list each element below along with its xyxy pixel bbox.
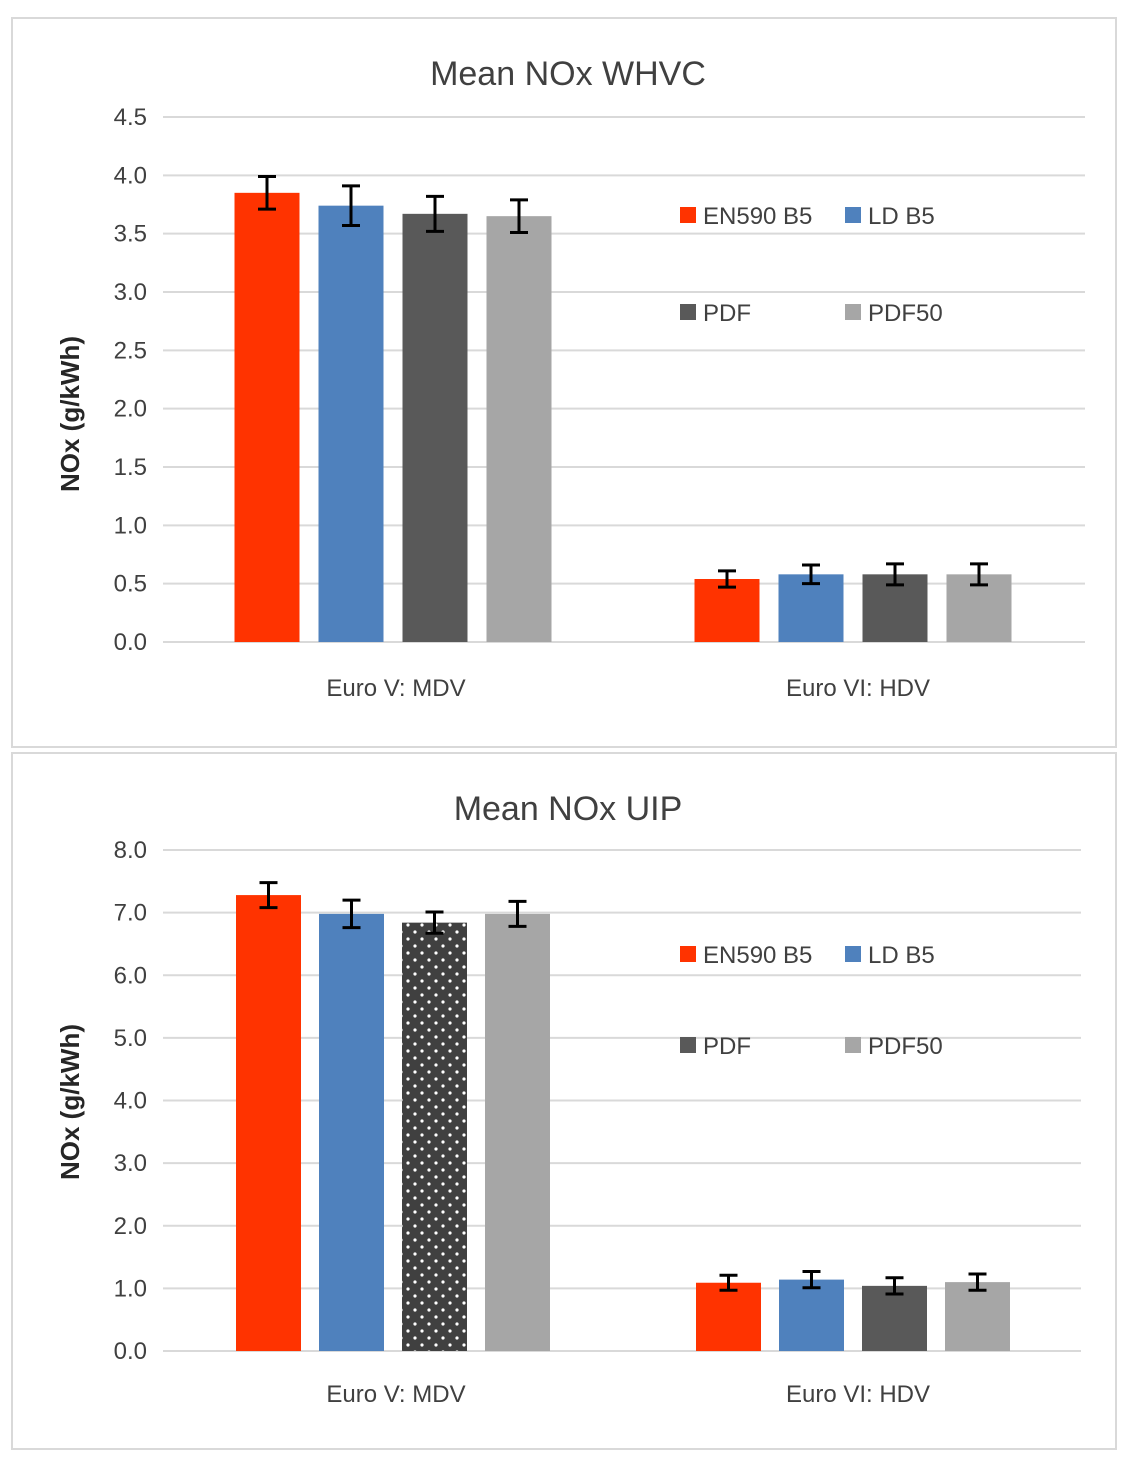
- error-bar: [802, 563, 820, 586]
- bar-ld-b5: [778, 574, 844, 642]
- y-tick-label: 0.0: [114, 629, 147, 656]
- legend-item-ld-b5: LD B5: [845, 203, 935, 230]
- error-bar: [426, 194, 444, 233]
- legend-swatch: [680, 946, 696, 962]
- error-bar: [510, 198, 528, 234]
- chart-whvc: Mean NOx WHVC 0.0 0.5 1.0 1.5 2.0 2.5 3.0 3.5 4.…: [55, 55, 1085, 702]
- y-tick-label: 8.0: [114, 837, 147, 864]
- bar-pdf: [402, 213, 468, 643]
- bar-en590-b5: [696, 1282, 761, 1351]
- chart-title: Mean NOx WHVC: [430, 55, 706, 93]
- legend-item-en590-b5: EN590 B5: [680, 203, 812, 230]
- legend-item-ld-b5: LD B5: [845, 942, 935, 969]
- legend-item-pdf: PDF: [680, 300, 751, 327]
- bar-pdf50: [485, 913, 550, 1351]
- y-tick-label: 0.5: [114, 571, 147, 598]
- category-label: Euro VI: HDV: [786, 1381, 930, 1408]
- bar-ld-b5: [318, 205, 384, 642]
- legend-item-en590-b5: EN590 B5: [680, 942, 812, 969]
- bar-pdf50: [486, 216, 552, 642]
- category-label: Euro VI: HDV: [786, 675, 930, 702]
- y-tick-label: 4.0: [114, 162, 147, 189]
- y-axis-label: NOx (g/kWh): [55, 1024, 85, 1180]
- error-bar: [342, 898, 361, 930]
- y-tick-label: 2.0: [114, 1213, 147, 1240]
- legend-label: PDF: [703, 1033, 751, 1060]
- y-tick-label: 3.0: [114, 279, 147, 306]
- error-bar: [258, 175, 276, 211]
- chart-panel-uip: Mean NOx UIP 0.0 1.0 2.0 3.0 4.0 5.0 6.0 7.0 8.0…: [11, 752, 1117, 1450]
- y-tick-label: 7.0: [114, 900, 147, 927]
- chart-panel-whvc: Mean NOx WHVC 0.0 0.5 1.0 1.5 2.0 2.5 3.0 3.5 4.…: [11, 17, 1117, 748]
- legend-label: PDF50: [868, 1033, 943, 1060]
- bar-en590-b5: [236, 895, 301, 1351]
- chart-uip: Mean NOx UIP 0.0 1.0 2.0 3.0 4.0 5.0 6.0 7.0 8.0…: [55, 790, 1081, 1408]
- legend-item-pdf50: PDF50: [845, 300, 943, 327]
- bar-en590-b5: [694, 579, 760, 642]
- error-bar: [970, 562, 988, 587]
- y-axis-label: NOx (g/kWh): [55, 336, 85, 492]
- legend-label: EN590 B5: [703, 942, 812, 969]
- bar-pdf: [402, 922, 467, 1351]
- legend-item-pdf50: PDF50: [845, 1033, 943, 1060]
- error-bar: [968, 1272, 987, 1292]
- error-bar: [259, 881, 278, 910]
- y-tick-label: 5.0: [114, 1025, 147, 1052]
- y-tick-label: 1.5: [114, 454, 147, 481]
- legend-label: PDF: [703, 300, 751, 327]
- legend-swatch: [680, 1037, 696, 1053]
- legend-item-pdf: PDF: [680, 1033, 751, 1060]
- legend-swatch: [680, 304, 696, 320]
- y-tick-label: 4.5: [114, 104, 147, 131]
- y-tick-label: 2.0: [114, 396, 147, 423]
- legend-label: LD B5: [868, 203, 935, 230]
- y-tick-label: 1.0: [114, 1275, 147, 1302]
- error-bar: [885, 1276, 904, 1296]
- chart-title: Mean NOx UIP: [454, 790, 683, 828]
- bar-en590-b5: [234, 192, 300, 643]
- bar-ld-b5: [779, 1279, 844, 1351]
- y-tick-label: 6.0: [114, 962, 147, 989]
- legend-label: LD B5: [868, 942, 935, 969]
- legend-label: PDF50: [868, 300, 943, 327]
- legend-swatch: [680, 207, 696, 223]
- legend-swatch: [845, 207, 861, 223]
- legend-swatch: [845, 1037, 861, 1053]
- error-bar: [719, 1273, 738, 1292]
- legend-swatch: [845, 946, 861, 962]
- category-label: Euro V: MDV: [326, 675, 465, 702]
- y-tick-label: 1.0: [114, 512, 147, 539]
- bar-pdf50: [945, 1282, 1010, 1351]
- category-label: Euro V: MDV: [326, 1381, 465, 1408]
- legend-label: EN590 B5: [703, 203, 812, 230]
- y-tick-label: 3.0: [114, 1150, 147, 1177]
- y-tick-label: 4.0: [114, 1088, 147, 1115]
- error-bar: [508, 899, 527, 928]
- error-bar: [718, 569, 736, 589]
- error-bar: [802, 1269, 821, 1290]
- error-bar: [886, 562, 904, 587]
- error-bar: [425, 910, 444, 935]
- error-bar: [342, 184, 360, 227]
- y-tick-label: 2.5: [114, 337, 147, 364]
- bar-pdf: [862, 1285, 927, 1351]
- y-tick-label: 0.0: [114, 1338, 147, 1365]
- y-tick-label: 3.5: [114, 221, 147, 248]
- bar-ld-b5: [319, 913, 384, 1351]
- legend-swatch: [845, 304, 861, 320]
